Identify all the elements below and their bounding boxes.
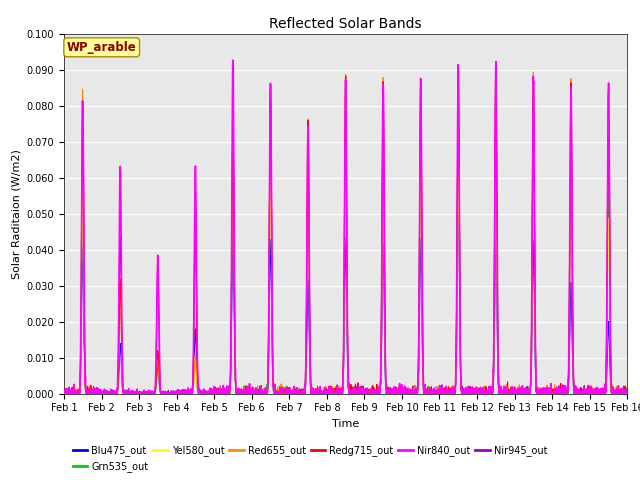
Blu475_out [612,391,620,396]
Redg715_out [276,388,284,394]
Blu475_out [61,391,68,396]
Yel580_out [552,389,559,395]
Redg715_out [301,388,308,394]
Blu475_out [158,391,166,396]
Nir945_out [612,390,620,396]
Nir945_out [158,391,166,396]
Blu475_out [623,390,631,396]
Text: WP_arable: WP_arable [67,41,136,54]
Yel580_out [158,391,166,396]
Grn535_out [158,391,166,396]
Legend: Blu475_out, Grn535_out, Yel580_out, Red655_out, Redg715_out, Nir840_out, Nir945_: Blu475_out, Grn535_out, Yel580_out, Red6… [69,442,551,476]
Redg715_out [492,65,500,71]
Grn535_out [276,391,284,396]
Grn535_out [124,390,132,396]
Red655_out [492,61,500,67]
Grn535_out [229,118,237,123]
Grn535_out [623,391,631,396]
Yel580_out [229,126,237,132]
Nir945_out [623,387,631,393]
Blu475_out [60,388,68,394]
X-axis label: Time: Time [332,419,359,429]
Line: Blu475_out: Blu475_out [64,193,627,394]
Blu475_out [552,391,559,396]
Redg715_out [158,391,166,396]
Yel580_out [60,391,68,396]
Yel580_out [124,390,132,396]
Nir840_out [61,391,68,396]
Blu475_out [125,391,132,396]
Blu475_out [454,190,462,196]
Red655_out [301,391,308,396]
Redg715_out [60,386,68,392]
Red655_out [60,391,68,396]
Nir945_out [552,391,559,396]
Nir840_out [612,391,620,396]
Blu475_out [301,391,308,396]
Yel580_out [623,391,631,396]
Redg715_out [612,391,620,396]
Line: Nir945_out: Nir945_out [64,92,627,394]
Line: Red655_out: Red655_out [64,64,627,394]
Nir945_out [124,391,132,396]
Y-axis label: Solar Raditaion (W/m2): Solar Raditaion (W/m2) [11,149,21,278]
Line: Grn535_out: Grn535_out [64,120,627,394]
Red655_out [158,391,166,396]
Red655_out [552,391,559,396]
Redg715_out [552,389,559,395]
Nir840_out [125,389,132,395]
Redg715_out [61,391,68,396]
Nir840_out [276,391,284,396]
Nir945_out [276,390,284,396]
Yel580_out [612,391,620,396]
Redg715_out [125,390,132,396]
Nir840_out [60,389,68,395]
Grn535_out [301,387,308,393]
Nir840_out [229,57,237,63]
Grn535_out [552,391,559,396]
Red655_out [276,391,284,396]
Grn535_out [60,391,68,396]
Yel580_out [276,391,284,396]
Nir840_out [158,389,166,395]
Grn535_out [612,391,620,396]
Red655_out [612,384,620,389]
Red655_out [623,391,631,396]
Nir945_out [60,391,68,396]
Red655_out [124,391,132,396]
Line: Nir840_out: Nir840_out [64,60,627,394]
Line: Redg715_out: Redg715_out [64,68,627,394]
Nir840_out [301,383,308,388]
Nir945_out [492,89,500,95]
Nir840_out [552,388,559,394]
Redg715_out [623,391,631,396]
Yel580_out [301,391,308,396]
Nir945_out [301,390,308,396]
Title: Reflected Solar Bands: Reflected Solar Bands [269,17,422,31]
Line: Yel580_out: Yel580_out [64,129,627,394]
Nir840_out [623,391,631,396]
Blu475_out [276,391,284,396]
